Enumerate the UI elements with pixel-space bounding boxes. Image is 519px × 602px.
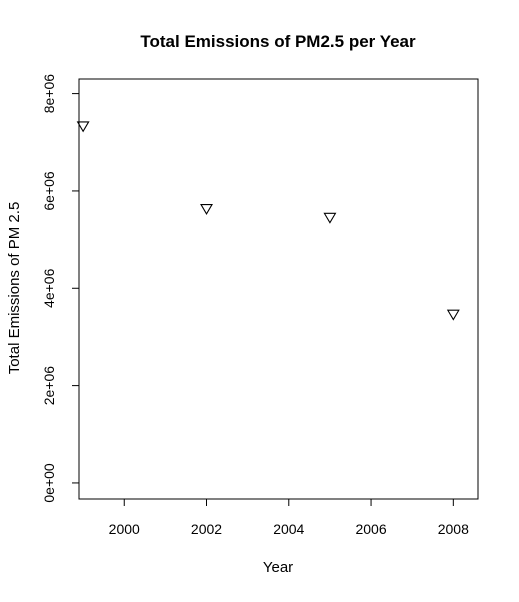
y-axis-label: Total Emissions of PM 2.5 (6, 202, 23, 375)
data-point (200, 203, 213, 215)
y-axis: 0e+00 2e+06 4e+06 6e+06 8e+06 (41, 74, 80, 503)
data-point (323, 212, 337, 224)
y-tick-label: 4e+06 (41, 268, 57, 308)
x-tick-label: 2006 (355, 521, 386, 537)
chart-title: Total Emissions of PM2.5 per Year (140, 32, 416, 51)
y-tick-label: 2e+06 (41, 366, 57, 406)
y-tick-label: 0e+00 (41, 463, 57, 503)
x-tick-label: 2000 (109, 521, 140, 537)
y-tick-label: 8e+06 (41, 74, 57, 114)
x-axis-label: Year (263, 559, 293, 576)
data-point (446, 309, 460, 321)
x-tick-label: 2002 (191, 521, 222, 537)
x-tick-label: 2008 (438, 521, 469, 537)
data-points (76, 121, 460, 321)
x-tick-label: 2004 (273, 521, 304, 537)
data-point (76, 121, 90, 133)
x-axis: 2000 2002 2004 2006 2008 (109, 498, 469, 537)
plot-frame (78, 78, 479, 500)
y-tick-label: 6e+06 (41, 171, 57, 211)
